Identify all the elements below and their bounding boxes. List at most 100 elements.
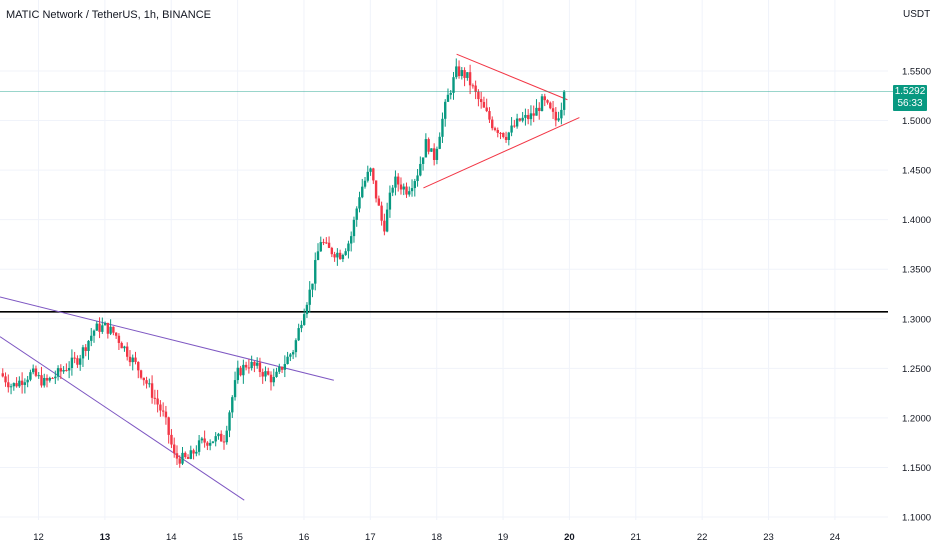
y-tick-label: 1.2000 <box>902 413 931 424</box>
candle-body-down <box>549 102 552 109</box>
candle-body-up <box>361 186 364 198</box>
candle-body-down <box>457 66 461 77</box>
candle-body-down <box>383 220 386 232</box>
candle-body-down <box>73 357 76 359</box>
candle-body-down <box>330 247 334 255</box>
candle-body-up <box>29 372 32 380</box>
candle-body-down <box>128 356 132 363</box>
candle-body-down <box>405 186 408 195</box>
candle-body-up <box>48 377 51 381</box>
candle-body-up <box>278 366 281 372</box>
candle-body-down <box>153 397 157 399</box>
candle-body-up <box>18 380 21 387</box>
candle-body-up <box>344 251 347 255</box>
candle-body-up <box>297 328 300 341</box>
candle-body-up <box>56 368 60 377</box>
candle-body-up <box>446 94 450 102</box>
candle-body-up <box>189 450 193 459</box>
candle-body-down <box>40 375 43 386</box>
candle-body-up <box>214 436 217 442</box>
y-tick-label: 1.1000 <box>902 513 931 524</box>
candle-body-up <box>441 118 444 137</box>
candle-body-down <box>220 433 223 442</box>
candle-body-up <box>208 442 212 446</box>
candle-body-up <box>236 367 240 381</box>
candle-body-down <box>513 125 516 127</box>
candle-body-up <box>181 452 184 464</box>
candle-body-up <box>455 66 458 78</box>
candle-body-up <box>90 335 93 341</box>
candle-body-up <box>87 340 90 352</box>
candle-body-up <box>510 125 513 133</box>
candle-body-up <box>9 386 13 388</box>
candle-body-down <box>164 411 168 418</box>
candle-body-up <box>31 368 35 373</box>
candle-body-up <box>291 352 295 355</box>
x-tick-label: 23 <box>763 532 774 543</box>
candle-body-up <box>67 368 71 371</box>
candle-body-up <box>449 92 452 95</box>
candle-body-down <box>267 371 270 375</box>
y-tick-label: 1.2500 <box>902 364 931 375</box>
candle-body-up <box>305 304 309 315</box>
x-tick-label: 18 <box>431 532 442 543</box>
candle-body-down <box>178 458 181 464</box>
candle-body-up <box>421 157 425 164</box>
candle-body-up <box>311 283 314 290</box>
candle-body-down <box>156 398 159 405</box>
candle-body-down <box>253 361 256 366</box>
bar-countdown: 56:33 <box>897 98 923 109</box>
candle-body-down <box>491 119 494 129</box>
candle-body-down <box>258 362 262 373</box>
x-tick-label: 24 <box>830 532 841 543</box>
candle-body-down <box>244 364 248 368</box>
candle-body-down <box>161 410 165 412</box>
y-tick-label: 1.5000 <box>902 116 931 127</box>
candle-body-up <box>294 340 298 353</box>
candle-body-up <box>250 361 253 369</box>
candle-body-up <box>316 251 320 261</box>
candle-body-up <box>341 254 345 260</box>
x-tick-label: 20 <box>564 532 575 543</box>
candle-body-up <box>255 362 259 366</box>
candle-body-down <box>117 335 121 343</box>
candle-body-down <box>126 346 129 357</box>
x-tick-label: 22 <box>697 532 708 543</box>
candle-body-up <box>283 364 287 370</box>
candle-body-up <box>435 148 439 160</box>
candle-body-down <box>496 129 499 133</box>
channel-upper-line <box>0 296 334 381</box>
candle-body-up <box>109 326 112 334</box>
candle-body-up <box>101 325 104 332</box>
candle-body-up <box>26 379 29 383</box>
candle-body-up <box>95 323 98 331</box>
candle-body-up <box>535 107 538 116</box>
candle-body-down <box>184 452 187 458</box>
candle-body-up <box>466 72 469 78</box>
x-tick-label: 12 <box>33 532 44 543</box>
y-tick-label: 1.3500 <box>902 265 931 276</box>
candle-body-up <box>300 324 303 329</box>
candle-body-up <box>23 382 27 385</box>
y-tick-label: 1.5500 <box>902 67 931 78</box>
candle-body-down <box>333 254 336 258</box>
candle-body-down <box>76 358 79 365</box>
candle-body-up <box>347 243 350 252</box>
candle-body-down <box>159 404 162 411</box>
candle-body-down <box>34 368 38 376</box>
candle-body-up <box>148 383 151 385</box>
candle-body-down <box>518 118 522 121</box>
candle-body-down <box>114 332 118 336</box>
candle-body-down <box>15 383 18 387</box>
candle-body-down <box>59 368 63 372</box>
candle-body-up <box>319 242 322 252</box>
candle-body-up <box>308 289 311 305</box>
candle-body-up <box>123 346 126 349</box>
candle-body-down <box>206 442 209 446</box>
candle-body-up <box>394 176 397 188</box>
candle-body-up <box>231 397 234 413</box>
candle-body-down <box>322 242 325 244</box>
candle-body-up <box>355 208 358 220</box>
candle-body-up <box>78 358 82 365</box>
